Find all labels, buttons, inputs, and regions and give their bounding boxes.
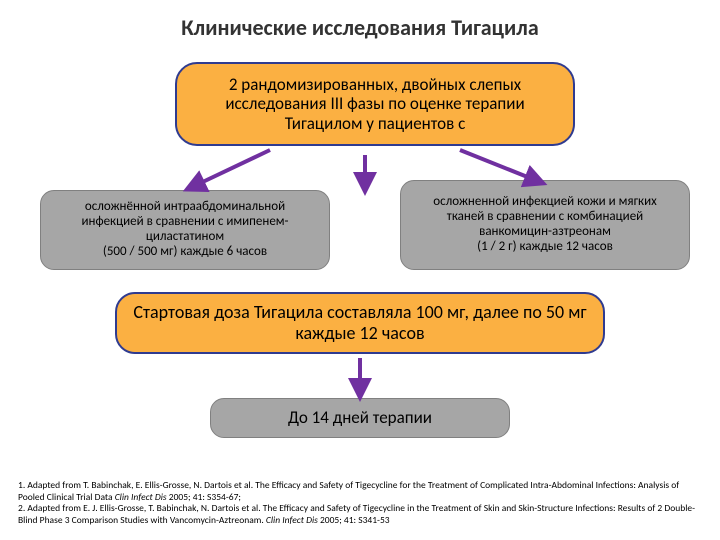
arrow-top-to-right (460, 150, 540, 182)
ref1-text-b: 2005; 41: S354-67; (169, 491, 241, 503)
references: 1. Adapted from T. Babinchak, E. Ellis-G… (18, 480, 702, 526)
ref2-journal: Clin Infect Dis (266, 514, 320, 526)
arrow-top-to-left (190, 150, 270, 188)
ref2-text-b: 2005; 41: S341-53 (320, 514, 390, 526)
ref1-journal: Clin Infect Dis (115, 491, 169, 503)
arrows-layer (0, 0, 720, 540)
